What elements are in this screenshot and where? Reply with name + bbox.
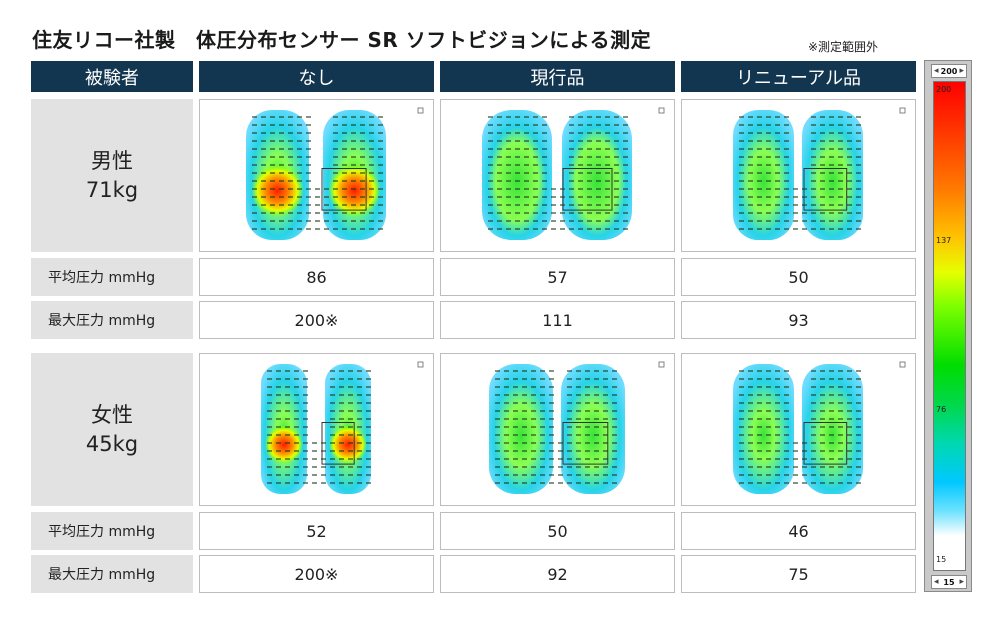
header-none: なし bbox=[199, 61, 434, 92]
avg-pressure-male-renewal: 50 bbox=[681, 258, 916, 296]
max-pressure-female-current: 92 bbox=[440, 555, 675, 593]
header-renewal: リニューアル品 bbox=[681, 61, 916, 92]
legend-tick: 200 bbox=[936, 85, 952, 94]
avg-pressure-female-renewal: 46 bbox=[681, 512, 916, 550]
avg-pressure-female-current: 50 bbox=[440, 512, 675, 550]
avg-pressure-female-none: 52 bbox=[199, 512, 434, 550]
header-current: 現行品 bbox=[440, 61, 675, 92]
pressure-map-image bbox=[482, 107, 665, 240]
max-pressure-male-none: 200※ bbox=[199, 301, 434, 339]
subject-female: 女性 45kg bbox=[31, 353, 193, 506]
pressure-map-female-none bbox=[199, 353, 434, 506]
pressure-map-male-renewal bbox=[681, 99, 916, 252]
legend-max-value: 200 bbox=[940, 66, 958, 76]
pressure-map-female-current bbox=[440, 353, 675, 506]
max-pressure-label-female: 最大圧力 mmHg bbox=[31, 555, 193, 593]
avg-pressure-label-male: 平均圧力 mmHg bbox=[31, 258, 193, 296]
pressure-map-image bbox=[261, 361, 424, 494]
pressure-map-image bbox=[246, 107, 424, 240]
legend-tick: 76 bbox=[936, 405, 947, 414]
avg-pressure-male-none: 86 bbox=[199, 258, 434, 296]
avg-pressure-male-current: 57 bbox=[440, 258, 675, 296]
chevron-left-icon[interactable]: ◂ bbox=[934, 66, 939, 76]
max-pressure-female-renewal: 75 bbox=[681, 555, 916, 593]
max-pressure-female-none: 200※ bbox=[199, 555, 434, 593]
max-pressure-label-male: 最大圧力 mmHg bbox=[31, 301, 193, 339]
pressure-color-legend: ◂ 200 ▸ 200 137 76 15 ◂ 15 ▸ bbox=[924, 60, 972, 592]
header-subject: 被験者 bbox=[31, 61, 193, 92]
legend-tick: 137 bbox=[936, 236, 952, 245]
legend-min-value: 15 bbox=[943, 577, 955, 587]
subject-male: 男性 71kg bbox=[31, 99, 193, 252]
chevron-right-icon[interactable]: ▸ bbox=[959, 577, 964, 587]
legend-max-spinner[interactable]: ◂ 200 ▸ bbox=[931, 64, 967, 78]
pressure-map-male-current bbox=[440, 99, 675, 252]
pressure-map-image bbox=[733, 107, 906, 240]
max-pressure-male-current: 111 bbox=[440, 301, 675, 339]
avg-pressure-label-female: 平均圧力 mmHg bbox=[31, 512, 193, 550]
legend-gradient-bar bbox=[933, 81, 966, 571]
pressure-map-female-renewal bbox=[681, 353, 916, 506]
legend-tick: 15 bbox=[936, 555, 947, 564]
legend-min-spinner[interactable]: ◂ 15 ▸ bbox=[931, 575, 967, 589]
chevron-right-icon[interactable]: ▸ bbox=[959, 66, 964, 76]
page-title: 住友リコー社製 体圧分布センサー SR ソフトビジョンによる測定 bbox=[32, 28, 652, 52]
pressure-map-male-none bbox=[199, 99, 434, 252]
chevron-left-icon[interactable]: ◂ bbox=[934, 577, 939, 587]
pressure-map-image bbox=[489, 361, 665, 494]
max-pressure-male-renewal: 93 bbox=[681, 301, 916, 339]
out-of-range-note: ※測定範囲外 bbox=[808, 40, 879, 54]
pressure-map-image bbox=[733, 361, 906, 494]
